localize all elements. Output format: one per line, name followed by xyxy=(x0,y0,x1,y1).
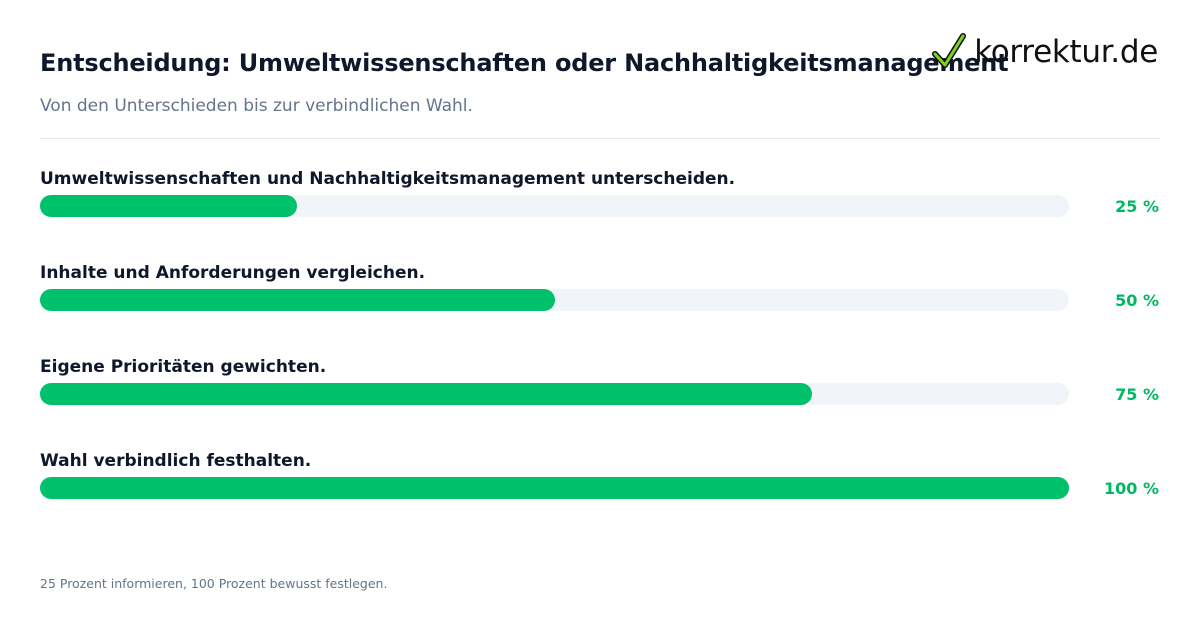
brand-logo[interactable]: korrektur.de xyxy=(932,30,1158,74)
step-3: Eigene Prioritäten gewichten. 75 % xyxy=(40,357,1160,417)
bar-fill xyxy=(40,195,298,217)
bar-track xyxy=(40,195,1069,217)
step-1: Umweltwissenschaften und Nachhaltigkeits… xyxy=(40,169,1160,229)
bar-value-label: 75 % xyxy=(1115,385,1159,404)
step-label: Inhalte und Anforderungen vergleichen. xyxy=(40,263,426,283)
bar-fill xyxy=(40,383,812,405)
step-label: Wahl verbindlich festhalten. xyxy=(40,451,312,471)
page-subtitle: Von den Unterschieden bis zur verbindlic… xyxy=(40,96,473,116)
bar-track xyxy=(40,289,1069,311)
step-label: Eigene Prioritäten gewichten. xyxy=(40,357,327,377)
logo-text: korrektur.de xyxy=(974,34,1158,70)
divider xyxy=(40,138,1160,139)
bar-value-label: 100 % xyxy=(1104,479,1159,498)
bar-track xyxy=(40,383,1069,405)
bar-fill xyxy=(40,477,1069,499)
bar-value-label: 50 % xyxy=(1115,291,1159,310)
bar-value-label: 25 % xyxy=(1115,197,1159,216)
step-label: Umweltwissenschaften und Nachhaltigkeits… xyxy=(40,169,736,189)
bar-track xyxy=(40,477,1069,499)
bar-fill xyxy=(40,289,555,311)
footnote: 25 Prozent informieren, 100 Prozent bewu… xyxy=(40,576,388,591)
step-4: Wahl verbindlich festhalten. 100 % xyxy=(40,451,1160,511)
page-title: Entscheidung: Umweltwissenschaften oder … xyxy=(40,49,1009,77)
checkmark-icon xyxy=(932,33,967,68)
step-2: Inhalte und Anforderungen vergleichen. 50… xyxy=(40,263,1160,323)
